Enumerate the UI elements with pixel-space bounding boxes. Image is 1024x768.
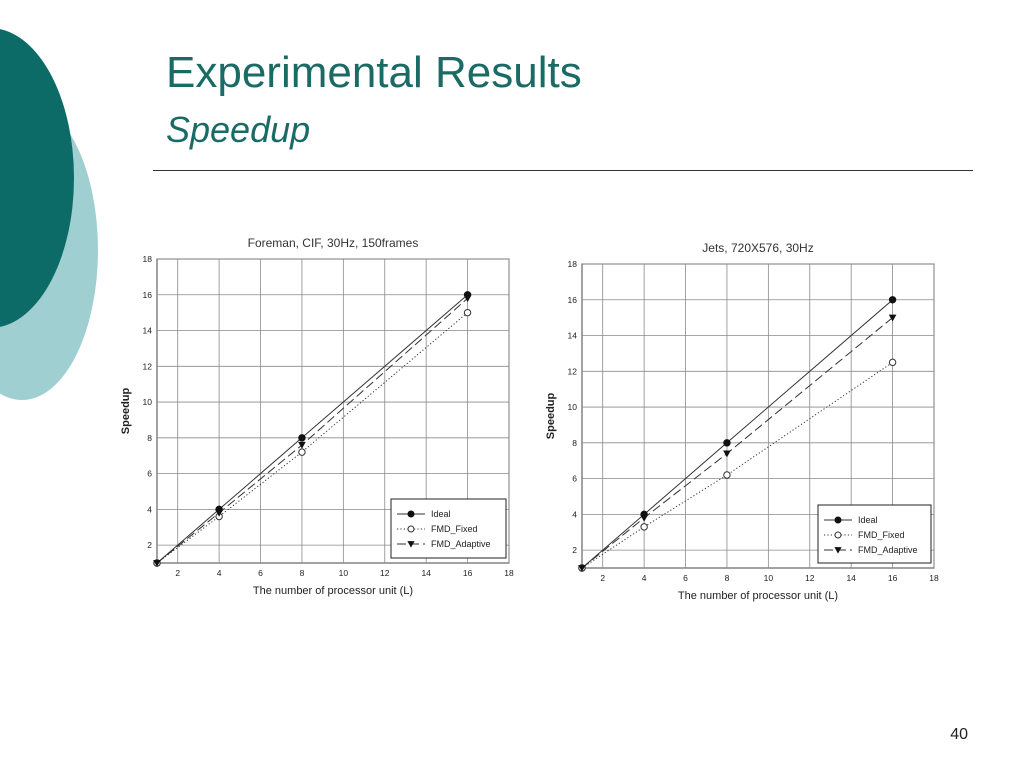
series-fmd-adaptive-point [153, 559, 161, 567]
chart-title: Jets, 720X576, 30Hz [702, 241, 813, 255]
series-fmd-adaptive-point [298, 441, 306, 449]
y-tick-label: 2 [572, 545, 577, 555]
legend-fmd-fixed-label: FMD_Fixed [858, 530, 905, 540]
series-fmd-adaptive-point [640, 514, 648, 522]
series-ideal-point [723, 439, 731, 447]
y-tick-label: 2 [147, 540, 152, 550]
chart-title: Foreman, CIF, 30Hz, 150frames [248, 236, 419, 250]
slide-title: Experimental Results [166, 48, 582, 97]
y-tick-label: 10 [568, 402, 578, 412]
series-fmd-fixed-point [888, 358, 897, 367]
x-tick-label: 14 [846, 573, 856, 583]
x-tick-label: 12 [380, 568, 390, 578]
x-tick-label: 4 [217, 568, 222, 578]
legend-fmd-fixed-label: FMD_Fixed [431, 524, 478, 534]
y-axis-label: Speedup [120, 387, 132, 434]
y-tick-label: 14 [568, 331, 578, 341]
x-tick-label: 18 [504, 568, 514, 578]
series-fmd-fixed-point [463, 308, 472, 317]
y-tick-label: 8 [147, 433, 152, 443]
series-fmd-adaptive-line [581, 317, 893, 569]
series-fmd-adaptive-point [463, 295, 472, 303]
series-fmd-adaptive-point [215, 509, 223, 517]
y-tick-label: 16 [143, 290, 153, 300]
x-tick-label: 6 [683, 573, 688, 583]
x-tick-label: 6 [258, 568, 263, 578]
series-fmd-fixed-point [723, 471, 731, 479]
x-tick-label: 4 [642, 573, 647, 583]
y-tick-label: 8 [572, 438, 577, 448]
y-tick-label: 12 [568, 366, 578, 376]
x-axis-label: The number of processor unit (L) [253, 585, 413, 597]
y-tick-label: 10 [143, 397, 153, 407]
y-tick-label: 16 [568, 295, 578, 305]
x-tick-label: 14 [421, 568, 431, 578]
series-fmd-fixed-point [640, 523, 648, 531]
x-tick-label: 2 [600, 573, 605, 583]
y-tick-label: 6 [147, 469, 152, 479]
x-tick-label: 8 [725, 573, 730, 583]
page-number: 40 [950, 726, 968, 743]
legend-fmd-adaptive-marker [834, 547, 842, 554]
legend-fmd-fixed-marker [407, 525, 415, 533]
slide-subtitle: Speedup [166, 109, 311, 150]
series-ideal-line [581, 299, 893, 569]
y-tick-label: 4 [147, 504, 152, 514]
series-fmd-adaptive-point [578, 564, 586, 572]
legend-ideal-marker [834, 516, 842, 524]
x-tick-label: 10 [339, 568, 349, 578]
y-tick-label: 18 [143, 254, 153, 264]
x-tick-label: 16 [463, 568, 473, 578]
series-fmd-fixed-line [581, 361, 893, 569]
series-fmd-fixed-line [156, 312, 468, 564]
x-axis-label: The number of processor unit (L) [678, 590, 838, 602]
legend-fmd-fixed-marker [834, 531, 842, 539]
x-tick-label: 16 [888, 573, 898, 583]
x-tick-label: 12 [805, 573, 815, 583]
y-tick-label: 6 [572, 474, 577, 484]
series-fmd-fixed-point [298, 448, 306, 456]
legend-fmd-adaptive-marker [407, 541, 415, 548]
y-tick-label: 4 [572, 509, 577, 519]
y-tick-label: 14 [143, 326, 153, 336]
series-fmd-adaptive-point [888, 314, 897, 322]
legend-ideal-label: Ideal [858, 515, 878, 525]
legend-fmd-adaptive-label: FMD_Adaptive [858, 545, 918, 555]
y-tick-label: 18 [568, 259, 578, 269]
series-fmd-adaptive-point [723, 450, 731, 458]
series-ideal-point [888, 296, 897, 304]
x-tick-label: 10 [764, 573, 774, 583]
series-ideal-line [156, 294, 468, 564]
legend-fmd-adaptive-label: FMD_Adaptive [431, 539, 491, 549]
series-ideal-point [298, 434, 306, 442]
x-tick-label: 2 [175, 568, 180, 578]
x-tick-label: 18 [929, 573, 939, 583]
title-divider [153, 170, 973, 171]
x-tick-label: 8 [300, 568, 305, 578]
legend-ideal-label: Ideal [431, 509, 451, 519]
y-tick-label: 12 [143, 361, 153, 371]
legend-ideal-marker [407, 510, 415, 518]
y-axis-label: Speedup [545, 392, 557, 439]
slide-decor [0, 29, 98, 400]
series-fmd-adaptive-line [156, 297, 468, 564]
decor-dark-circle [0, 29, 74, 327]
